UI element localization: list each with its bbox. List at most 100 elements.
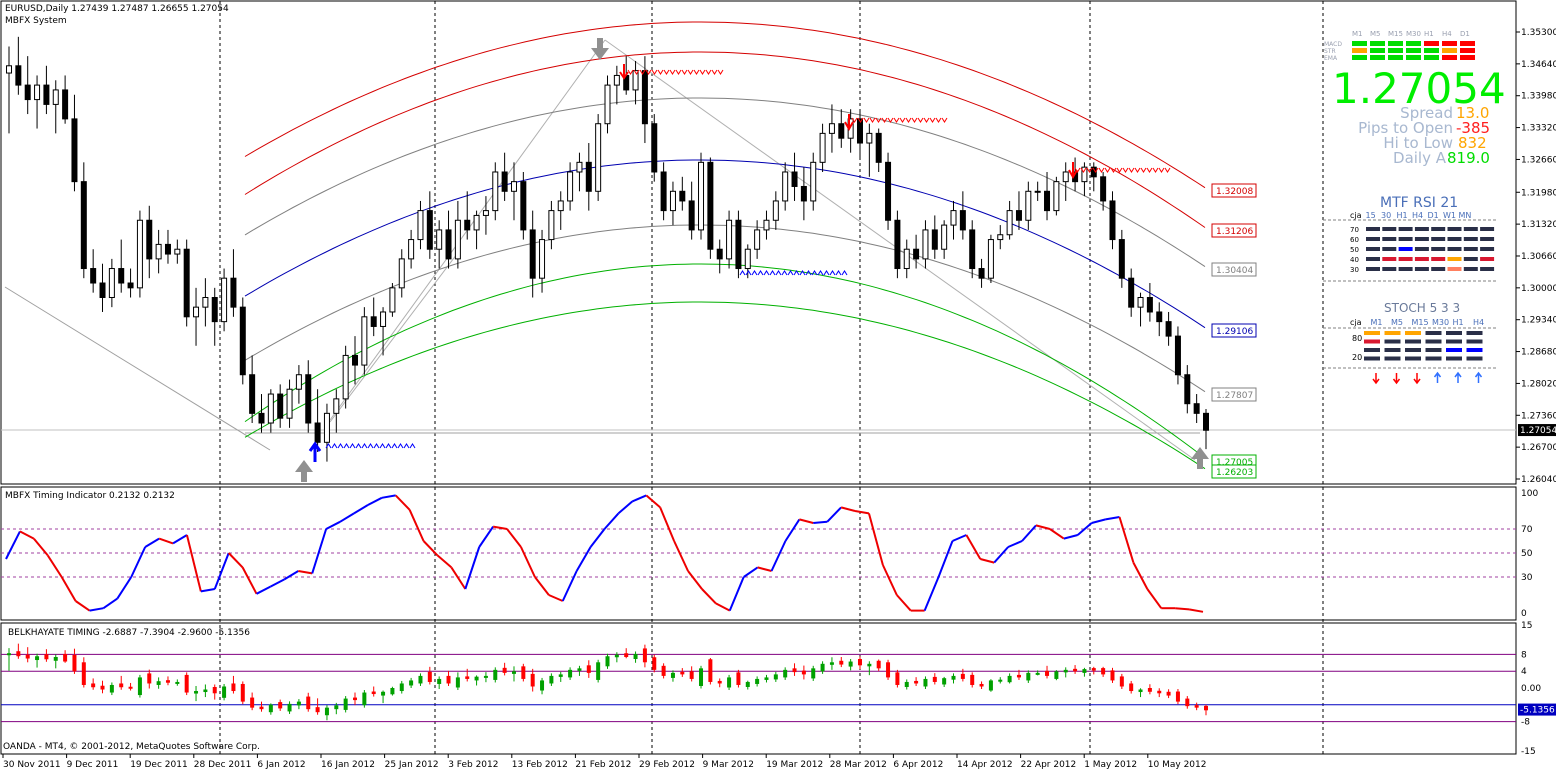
candle-body xyxy=(913,248,920,260)
candle-body xyxy=(464,219,471,231)
candle-body xyxy=(267,393,274,424)
tf-label: M5 xyxy=(1370,30,1381,38)
rsi-cell xyxy=(1398,247,1413,251)
timing-segment xyxy=(311,528,328,574)
timing-segment xyxy=(840,506,856,512)
signal-cell xyxy=(1442,48,1457,53)
belk-body xyxy=(1147,688,1152,692)
band-line-2 xyxy=(244,97,1206,268)
signal-cell xyxy=(1370,55,1385,60)
tf-label: D1 xyxy=(1460,30,1470,38)
belk-body xyxy=(511,671,516,674)
timing-segment xyxy=(896,594,912,612)
candle-body xyxy=(52,89,59,105)
belk-body xyxy=(184,674,189,693)
price-tick-label: 1.28020 xyxy=(1521,379,1556,389)
system-name: MBFX System xyxy=(5,16,67,26)
timing-segment xyxy=(548,594,564,602)
band-line-1 xyxy=(244,51,1206,228)
timing-segment xyxy=(728,576,745,611)
stoch-cell xyxy=(1384,356,1401,361)
candle-body xyxy=(80,181,87,270)
belk-body xyxy=(91,683,96,688)
timing-segment xyxy=(46,554,63,578)
belk-body xyxy=(427,671,432,682)
belk-body xyxy=(502,667,507,673)
date-tick-label: 22 Apr 2012 xyxy=(1021,760,1077,770)
buy-arrow-small xyxy=(308,441,322,462)
timing-segment xyxy=(381,494,396,499)
stoch-cell xyxy=(1384,348,1401,352)
candle-body xyxy=(314,422,321,443)
belk-body xyxy=(857,659,862,666)
candle-body xyxy=(669,190,676,212)
timing-segment xyxy=(298,570,313,575)
candle-body xyxy=(735,219,742,270)
rsi-cell xyxy=(1382,227,1397,231)
candle-body xyxy=(398,258,405,289)
rsi-title: MTF RSI 21 xyxy=(1380,195,1458,211)
belk-body xyxy=(783,669,788,678)
belk-body xyxy=(72,654,77,672)
belk-body xyxy=(680,671,685,675)
rsi-cell xyxy=(1431,257,1446,261)
band-line-5 xyxy=(244,263,1206,459)
rsi-cell xyxy=(1366,247,1380,251)
belk-body xyxy=(605,656,610,667)
timing-segment xyxy=(784,518,801,542)
tf-label: M30 xyxy=(1406,30,1421,38)
candle-body xyxy=(389,287,396,313)
belk-body xyxy=(483,675,488,678)
stoch-cell xyxy=(1405,331,1421,335)
belk-body xyxy=(736,672,741,685)
timing-segment xyxy=(561,570,578,602)
candle-body xyxy=(772,200,779,221)
band-line-0 xyxy=(244,21,1206,189)
belk-body xyxy=(194,691,199,694)
rsi-cell xyxy=(1398,227,1413,231)
candle-body xyxy=(174,248,181,255)
timing-segment xyxy=(617,500,633,515)
belk-body xyxy=(1101,668,1106,675)
timing-segment xyxy=(102,597,118,610)
belk-body xyxy=(970,674,975,685)
spread-value: 13.0 xyxy=(1456,104,1489,122)
candle-body xyxy=(595,123,602,192)
belk-body xyxy=(839,660,844,665)
candle-body xyxy=(492,171,499,212)
belk-tick-label: 15 xyxy=(1521,621,1532,631)
belk-body xyxy=(63,653,68,662)
stoch-cell xyxy=(1405,356,1421,361)
belk-body xyxy=(25,654,30,659)
belk-body xyxy=(708,659,713,682)
candle-body xyxy=(688,200,695,231)
rsi-col-label: cja xyxy=(1350,211,1362,220)
rsi-cell xyxy=(1366,237,1380,241)
rsi-cell xyxy=(1431,267,1446,271)
candle-body xyxy=(866,132,873,144)
belk-body xyxy=(119,683,124,688)
candle-body xyxy=(1118,239,1125,279)
belk-body xyxy=(1026,672,1031,681)
rsi-cell xyxy=(1414,227,1429,231)
candle-body xyxy=(230,277,237,308)
belk-body xyxy=(1157,690,1162,694)
candle-body xyxy=(875,132,882,163)
candle-body xyxy=(744,248,751,270)
timing-segment xyxy=(1049,528,1065,540)
stoch-down-arrow xyxy=(1372,373,1380,385)
rsi-cell xyxy=(1447,227,1462,231)
rsi-col-label: 30 xyxy=(1381,211,1391,220)
band-line-4 xyxy=(244,224,1206,393)
candle-body xyxy=(277,393,284,419)
rsi-cell xyxy=(1366,267,1380,271)
timing-segment xyxy=(520,546,536,578)
band-label-text: 1.27807 xyxy=(1216,391,1253,401)
belk-tick-label: 4 xyxy=(1521,667,1527,677)
buy-big-arrow-1 xyxy=(295,460,313,482)
candle-body xyxy=(211,296,218,323)
timing-tick-label: 70 xyxy=(1521,525,1533,535)
candle-body xyxy=(510,181,517,192)
stoch-cell xyxy=(1384,339,1401,344)
timing-segment xyxy=(770,540,787,572)
